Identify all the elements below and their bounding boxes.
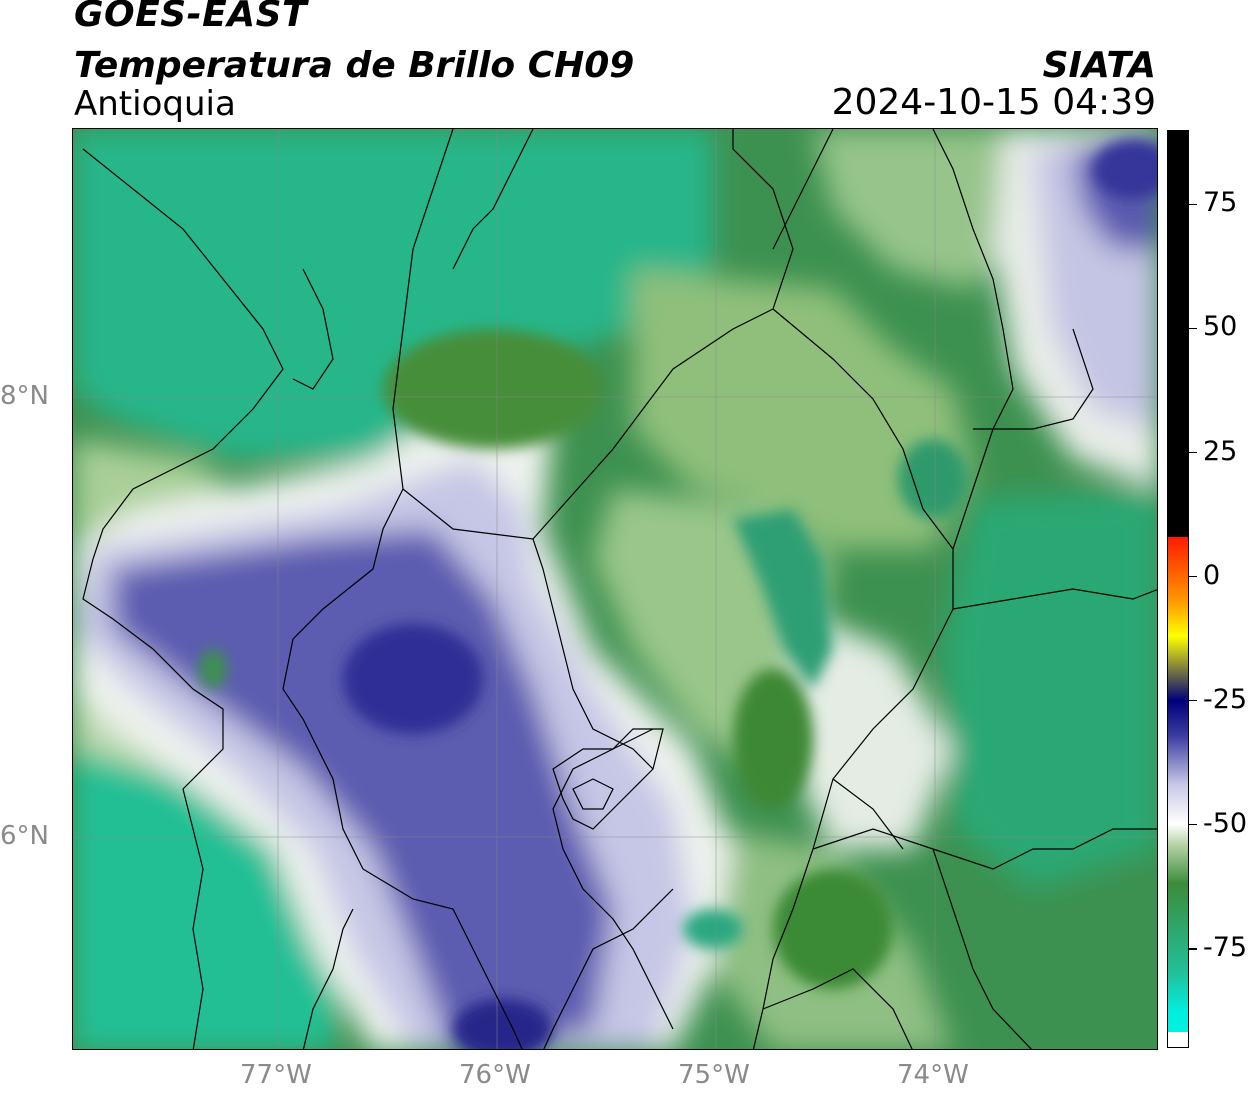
lon-tick: 76°W <box>459 1060 531 1090</box>
agency-label: SIATA <box>1042 45 1156 86</box>
graticule <box>73 129 1157 1049</box>
lon-tick: 77°W <box>240 1060 312 1090</box>
colorbar-tick-mark <box>1189 948 1197 950</box>
colorbar-tick-label: 0 <box>1203 559 1221 591</box>
colorbar-tick-label: -25 <box>1203 683 1248 715</box>
colorbar-tick-label: -50 <box>1203 807 1248 839</box>
colorbar <box>1167 130 1189 1048</box>
product-title: Temperatura de Brillo CH09 <box>74 45 635 86</box>
colorbar-tick-label: 50 <box>1203 311 1238 343</box>
region-label: Antioquia <box>74 84 236 124</box>
timestamp-label: 2024-10-15 04:39 <box>831 82 1156 123</box>
colorbar-tick-mark <box>1189 575 1197 578</box>
colorbar-tick-mark <box>1189 823 1197 826</box>
lat-tick: 6°N <box>0 821 49 851</box>
colorbar-tick-mark <box>1189 327 1197 330</box>
colorbar-tick-mark <box>1189 451 1197 454</box>
colorbar-tick-mark <box>1189 203 1197 206</box>
lon-tick: 75°W <box>678 1060 750 1090</box>
lat-tick: 8°N <box>0 381 49 411</box>
colorbar-tick-label: 25 <box>1203 435 1238 467</box>
colorbar-tick-label: -75 <box>1203 931 1248 963</box>
boundary-lines <box>82 129 1157 1049</box>
satellite-map[interactable] <box>72 128 1158 1050</box>
satellite-title: GOES-EAST <box>74 0 308 35</box>
lon-tick: 74°W <box>897 1060 969 1090</box>
colorbar-tick-mark <box>1189 699 1197 702</box>
brightness-temperature-field <box>73 129 1157 1049</box>
colorbar-tick-label: 75 <box>1203 187 1238 219</box>
